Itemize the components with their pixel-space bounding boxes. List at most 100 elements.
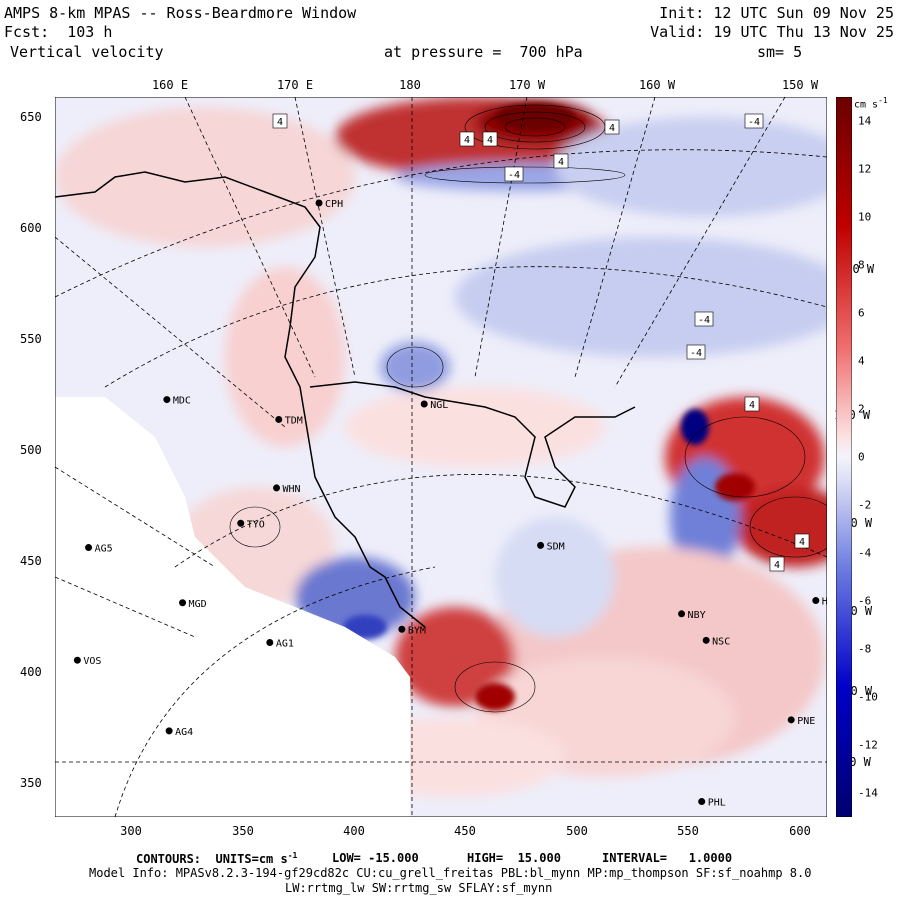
y-tick-label: 600	[20, 221, 42, 235]
station-label: VOS	[83, 656, 101, 667]
contour-lines	[229, 104, 827, 713]
station-nby: NBY	[678, 610, 706, 621]
contour-label: -4	[744, 113, 764, 129]
y-tick-label: 650	[20, 110, 42, 124]
station-label: NSC	[712, 636, 730, 647]
colorbar-tick-label: -4	[858, 546, 872, 560]
no-data-region	[55, 397, 410, 817]
y-tick-label: 400	[20, 665, 42, 679]
contour-low: LOW= -15.000	[332, 851, 419, 865]
contour-label: 4	[744, 396, 760, 412]
colorbar-tick-label: 4	[858, 354, 865, 368]
x-tick-label: 450	[454, 824, 476, 838]
station-ag4: AG4	[165, 727, 193, 738]
station-whn: WHN	[273, 484, 301, 495]
lon-label: 160 W	[638, 78, 676, 92]
contour-label-group: 4 4 4 4 4 -4 -4 -4 -4 4 4 4	[272, 113, 810, 572]
colorbar-tick-label: 2	[858, 402, 865, 416]
station-ngl: NGL	[420, 400, 448, 411]
station-marker	[702, 636, 710, 644]
station-ag1: AG1	[266, 639, 294, 650]
station-hte: HTE	[812, 597, 827, 608]
station-marker	[678, 610, 686, 618]
station-phl: PHL	[698, 798, 726, 809]
contour-units-exp: -1	[287, 851, 298, 860]
station-label: HTE	[822, 597, 827, 608]
station-label: AG1	[276, 639, 294, 650]
station-label: TYO	[247, 519, 265, 530]
station-label: BYM	[408, 625, 426, 636]
station-nsc: NSC	[702, 636, 730, 647]
station-marker	[73, 656, 81, 664]
plot-title: AMPS 8-km MPAS -- Ross-Beardmore Window	[4, 4, 357, 22]
station-ag5: AG5	[85, 544, 113, 555]
colorbar-units-exp: -1	[878, 96, 888, 105]
contour-interval: INTERVAL= 1.0000	[602, 851, 733, 865]
contour-info: CONTOURS: UNITS=cm s-1	[136, 851, 297, 866]
valid-time: Valid: 19 UTC Thu 13 Nov 25	[650, 23, 894, 41]
y-tick-label: 550	[20, 332, 42, 346]
init-time: Init: 12 UTC Sun 09 Nov 25	[659, 4, 894, 22]
y-tick-label: 500	[20, 443, 42, 457]
contour-label: -4	[504, 166, 524, 182]
station-label: WHN	[283, 484, 301, 495]
contour-label-text: 4	[774, 560, 780, 571]
station-marker	[163, 396, 171, 404]
smoothing: sm= 5	[757, 43, 803, 61]
contour-label: 4	[794, 533, 810, 549]
colorbar-tick-label: -6	[858, 594, 872, 608]
station-marker	[787, 716, 795, 724]
station-marker	[812, 597, 820, 605]
contour-label-text: 4	[464, 135, 470, 146]
station-marker	[273, 484, 281, 492]
forecast-hour: Fcst: 103 h	[4, 23, 113, 41]
colorbar-tick-label: -12	[858, 738, 878, 752]
lon-label: 150 W	[781, 78, 819, 92]
station-marker	[266, 639, 274, 647]
station-tyo: TYO	[237, 519, 265, 530]
field-name: Vertical velocity	[10, 43, 164, 61]
lon-label: 170 E	[276, 78, 314, 92]
station-marker	[315, 199, 323, 207]
station-marker	[165, 727, 173, 735]
colorbar-tick-label: 6	[858, 306, 865, 320]
pressure-level: at pressure = 700 hPa	[384, 43, 583, 61]
station-tdm: TDM	[275, 415, 303, 426]
station-label: PNE	[797, 716, 815, 727]
colorbar-units-text: cm s	[854, 99, 879, 111]
contour-label: 4	[482, 131, 498, 147]
ice-shelf-edge	[309, 381, 636, 508]
model-info: Model Info: MPASv8.2.3-194-gf29cd82c CU:…	[89, 866, 812, 880]
station-marker	[85, 544, 93, 552]
contour-label: -4	[694, 311, 714, 327]
colorbar	[836, 97, 852, 817]
colorbar-tick-label: -8	[858, 642, 872, 656]
contour-label-text: -4	[508, 170, 520, 181]
station-label: AG5	[95, 544, 113, 555]
station-label: PHL	[708, 798, 726, 809]
contour-label-text: -4	[748, 117, 760, 128]
station-label: MDC	[173, 396, 191, 407]
map-panel: 4 4 4 4 4 -4 -4 -4 -4 4 4 4 CPH NGL MDC TDM…	[55, 97, 827, 817]
model-info-line2: LW:rrtmg_lw SW:rrtmg_sw SFLAY:sf_mynn	[285, 881, 553, 895]
station-marker	[237, 519, 245, 527]
graticule	[55, 97, 827, 817]
station-mdc: MDC	[163, 396, 191, 407]
y-tick-label: 450	[20, 554, 42, 568]
x-tick-label: 600	[789, 824, 811, 838]
y-tick-label: 350	[20, 776, 42, 790]
contour-units: CONTOURS: UNITS=cm s	[136, 852, 288, 866]
contour-label: 4	[459, 131, 475, 147]
lon-label: 170 W	[508, 78, 546, 92]
x-tick-label: 400	[343, 824, 365, 838]
station-label: SDM	[547, 541, 565, 552]
station-mgd: MGD	[179, 599, 207, 610]
contour-label: 4	[272, 113, 288, 129]
station-group: CPH NGL MDC TDM WHN TYO AG5 SDM MGD BYM AG1 VOS AG4 N…	[73, 199, 827, 809]
contour-label-text: 4	[749, 400, 755, 411]
colorbar-tick-label: 0	[858, 450, 865, 464]
station-sdm: SDM	[537, 541, 565, 552]
x-tick-label: 500	[566, 824, 588, 838]
station-marker	[275, 415, 283, 423]
station-bym: BYM	[398, 625, 426, 636]
